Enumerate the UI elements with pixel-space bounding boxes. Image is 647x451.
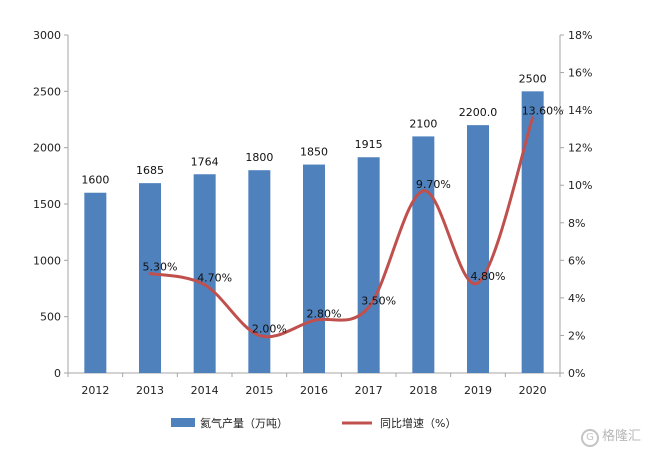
g-logo-icon: G: [580, 429, 599, 447]
growth-point: [531, 116, 535, 120]
bar: [521, 91, 544, 373]
y-right-tick-label: 0%: [568, 367, 585, 380]
y-right-tick-label: 6%: [568, 254, 585, 267]
y-left-tick-label: 1500: [33, 198, 61, 211]
y-right-tick-label: 4%: [568, 292, 585, 305]
y-right-tick-label: 8%: [568, 217, 585, 230]
bar: [467, 125, 489, 373]
bar-value-label: 1915: [355, 138, 383, 151]
x-tick-label: 2017: [355, 384, 383, 397]
y-left-tick-label: 2500: [33, 85, 61, 98]
x-tick-label: 2012: [81, 384, 109, 397]
y-right-tick-label: 16%: [568, 67, 592, 80]
x-tick-label: 2014: [191, 384, 219, 397]
x-tick-label: 2019: [464, 384, 492, 397]
watermark: G 格隆汇: [580, 425, 641, 447]
y-right-tick-label: 2%: [568, 329, 585, 342]
data-labels: 1600 1685 1764 1800 1850 1915 2100 2200.0 2500 5.…: [81, 72, 563, 335]
growth-value-label: 9.70%: [416, 178, 451, 191]
y-right-tick-label: 12%: [568, 142, 592, 155]
bar-value-label: 1800: [245, 151, 273, 164]
bar-value-label: 1600: [81, 174, 109, 187]
x-tick-label: 2018: [409, 384, 437, 397]
bar: [193, 174, 216, 373]
y-right-tick-label: 10%: [568, 179, 592, 192]
y-right-tick-label: 18%: [568, 29, 592, 42]
line-series: [148, 116, 535, 339]
axes: 0 500 1000 1500 2000 2500 3000 0% 2% 4% 6% 8% 10% 12%…: [33, 29, 592, 397]
y-left-tick-label: 0: [54, 367, 61, 380]
y-left-tick-label: 2000: [33, 142, 61, 155]
watermark-text: 格隆汇: [601, 429, 641, 444]
bar-value-label: 2200.0: [459, 106, 498, 119]
bar-value-label: 1850: [300, 146, 328, 159]
growth-value-label: 3.50%: [361, 294, 396, 307]
growth-point: [367, 305, 371, 309]
growth-value-label: 2.00%: [252, 322, 287, 335]
bar-value-label: 2500: [519, 72, 547, 85]
bar: [303, 164, 325, 373]
x-tick-label: 2013: [136, 384, 164, 397]
growth-value-label: 4.70%: [197, 272, 232, 285]
bar-value-label: 1764: [191, 155, 219, 168]
y-right-tick-label: 14%: [568, 104, 592, 117]
legend-swatch-bar: [171, 418, 195, 427]
growth-point: [148, 271, 152, 275]
bar-value-label: 2100: [409, 117, 437, 130]
growth-point: [257, 333, 261, 337]
growth-value-label: 4.80%: [471, 270, 506, 283]
legend-label-bar: 氦气产量（万吨）: [200, 416, 288, 430]
growth-point: [203, 283, 207, 287]
growth-point: [312, 318, 316, 322]
x-tick-label: 2015: [245, 384, 273, 397]
y-left-tick-label: 1000: [33, 254, 61, 267]
growth-value-label: 5.30%: [143, 260, 178, 273]
growth-point: [421, 189, 425, 193]
legend-label-line: 同比增速（%）: [380, 416, 456, 430]
bar: [412, 136, 435, 373]
growth-line: [149, 117, 535, 339]
bar: [139, 183, 161, 373]
x-tick-label: 2016: [300, 384, 328, 397]
x-tick-label: 2020: [519, 384, 547, 397]
bar: [357, 157, 380, 373]
growth-point: [476, 281, 480, 285]
bar-series: [84, 91, 544, 373]
y-left-tick-label: 3000: [33, 29, 61, 42]
y-left-tick-label: 500: [40, 311, 61, 324]
bar-value-label: 1685: [136, 164, 164, 177]
bar: [248, 170, 271, 373]
legend: 氦气产量（万吨） 同比增速（%）: [171, 416, 456, 430]
bar: [84, 192, 107, 373]
growth-value-label: 13.60%: [522, 105, 564, 118]
growth-value-label: 2.80%: [307, 307, 342, 320]
